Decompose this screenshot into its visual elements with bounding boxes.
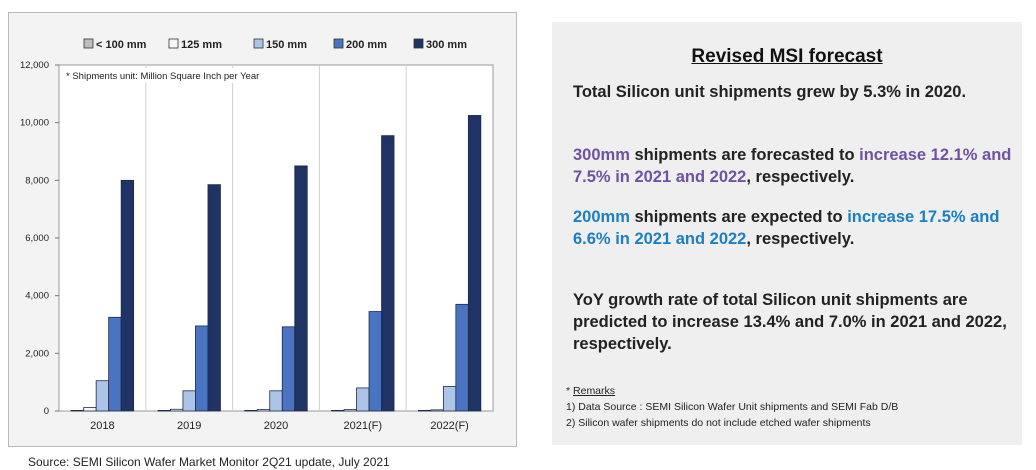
300mm-verb: shipments are forecasted to [629, 146, 860, 164]
y-tick-label: 0 [44, 406, 49, 417]
bar [467, 115, 482, 412]
source-note: Source: SEMI Silicon Wafer Market Monito… [28, 455, 390, 469]
bar [157, 410, 171, 412]
bar [381, 135, 395, 412]
bar [430, 409, 444, 412]
legend-swatch [333, 38, 344, 49]
x-tick-label: 2020 [264, 420, 288, 432]
bar [70, 410, 85, 412]
bar [356, 387, 370, 412]
legend-label: 150 mm [266, 39, 307, 51]
remarks-star: * [566, 385, 571, 397]
bar [442, 386, 457, 412]
y-tick-label: 10,000 [20, 118, 49, 129]
bar [170, 408, 184, 412]
200mm-verb: shipments are expected to [629, 208, 848, 226]
bar-chart: 0 2,000 4,000 6,000 8,000 10,000 12,000 2018 201… [20, 38, 494, 432]
bar [95, 380, 110, 412]
bar [368, 311, 382, 412]
yoy-growth-text: YoY growth rate of total Silicon unit sh… [573, 291, 1007, 353]
bar [256, 409, 271, 412]
remark-1: 1) Data Source : SEMI Silicon Wafer Unit… [566, 401, 899, 413]
bar [207, 184, 221, 412]
remarks-title: Remarks [573, 385, 616, 397]
bar [83, 407, 97, 412]
remarks-block: * Remarks 1) Data Source : SEMI Silicon … [566, 383, 898, 431]
bar [195, 325, 209, 412]
y-tick-label: 6,000 [25, 233, 49, 244]
remark-2: 2) Silicon wafer shipments do not includ… [566, 417, 871, 429]
x-tick-label: 2019 [177, 420, 201, 432]
bar [331, 410, 345, 412]
annotation-bg [62, 68, 312, 83]
200mm-increase: increase 17.5% and 6.6% in 2021 and 2022 [573, 208, 1000, 248]
chart-container: 0 2,000 4,000 6,000 8,000 10,000 12,000 2018 201… [8, 12, 517, 447]
legend-label: < 100 mm [96, 39, 147, 51]
300mm-forecast-text: 300mm shipments are forecasted to increa… [573, 144, 1013, 188]
x-tick-label: 2021(F) [344, 420, 383, 432]
legend-label: 300 mm [426, 39, 467, 51]
forecast-panel: Revised MSI forecast Total Silicon unit … [552, 22, 1022, 445]
legend-label: 200 mm [346, 39, 387, 51]
bar [269, 390, 283, 412]
y-tick-label: 8,000 [25, 175, 49, 186]
x-tick-label: 2018 [90, 420, 114, 432]
bar [455, 303, 469, 412]
legend-swatch [83, 38, 94, 49]
bar [343, 409, 357, 412]
x-tick-label: 2022(F) [430, 420, 469, 432]
bar [120, 179, 135, 412]
bar [294, 165, 308, 412]
bar [108, 316, 122, 412]
bar [244, 410, 258, 412]
300mm-label: 300mm [573, 146, 630, 164]
legend-swatch [413, 38, 424, 49]
300mm-increase: increase 12.1% and 7.5% in 2021 and 2022 [573, 146, 1012, 186]
bar [417, 410, 432, 412]
total-shipments-text: Total Silicon unit shipments grew by 5.3… [573, 83, 967, 101]
y-tick-label: 12,000 [20, 60, 49, 71]
annotation-text: * Shipments unit: Million Square Inch pe… [66, 71, 259, 82]
legend-swatch [253, 38, 264, 49]
bar [182, 390, 196, 412]
legend-swatch [168, 38, 179, 49]
y-tick-label: 4,000 [25, 291, 49, 302]
panel-title: Revised MSI forecast [691, 46, 883, 67]
bar [281, 326, 296, 412]
200mm-label: 200mm [573, 208, 630, 226]
300mm-tail: , respectively. [746, 168, 855, 186]
200mm-forecast-text: 200mm shipments are expected to increase… [573, 206, 1013, 250]
legend-label: 125 mm [181, 39, 222, 51]
y-tick-label: 2,000 [25, 348, 49, 359]
200mm-tail: , respectively. [746, 230, 855, 248]
